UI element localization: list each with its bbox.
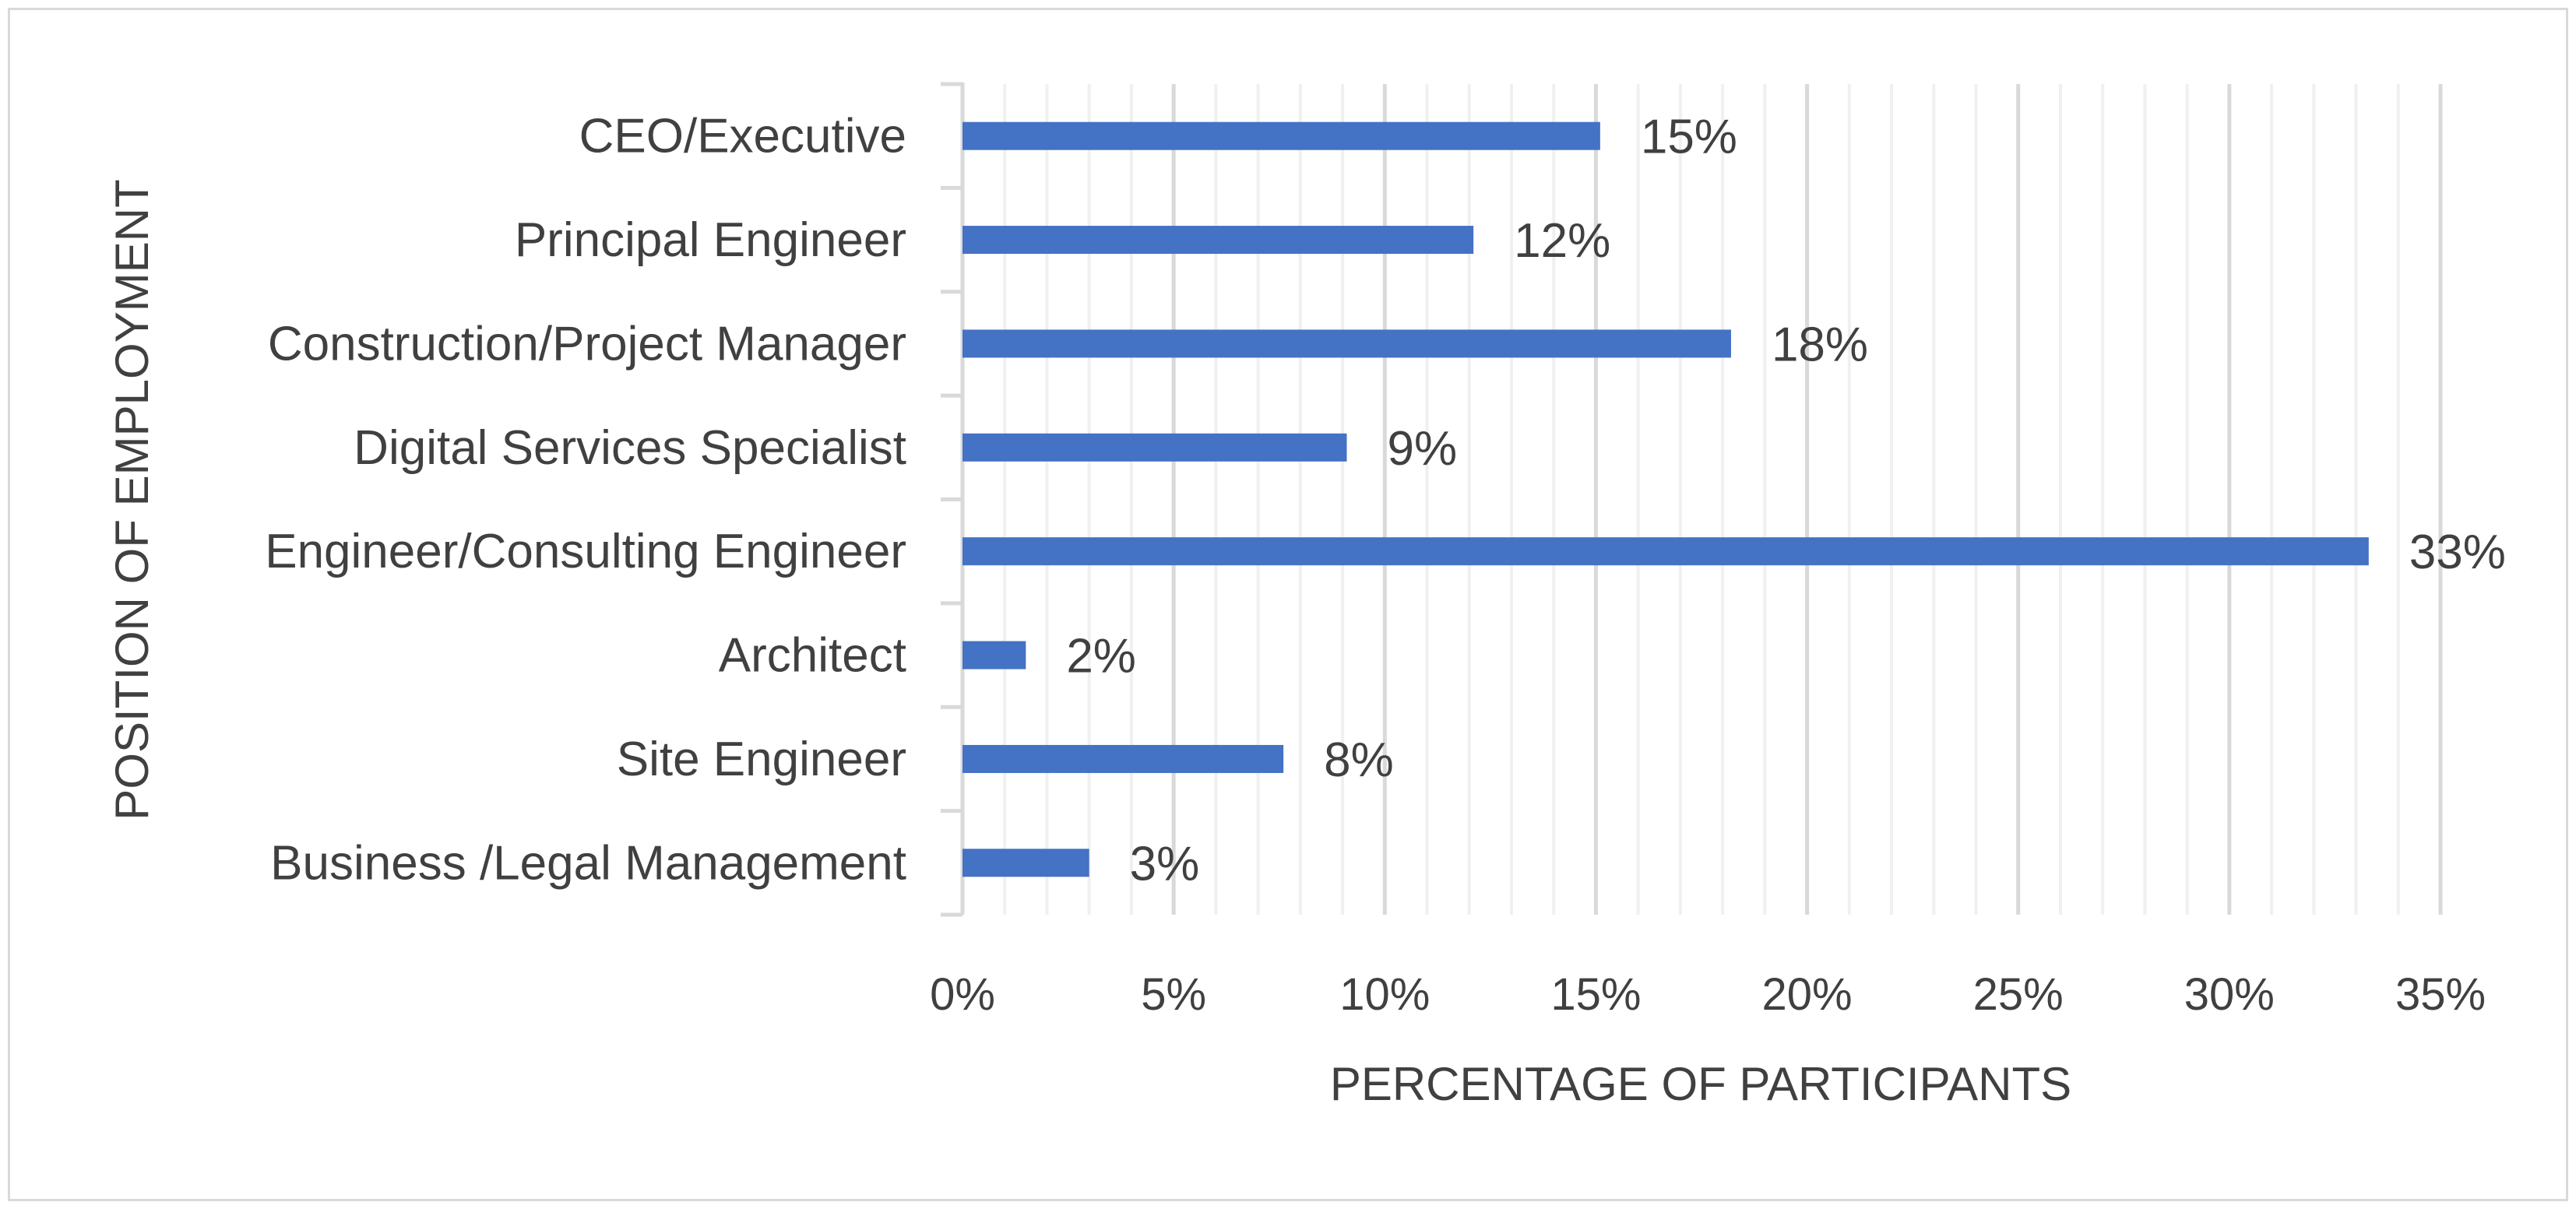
data-labels: 15% 12% 18% 9% 33% 2% 8% 3% <box>1066 111 2506 891</box>
bar <box>962 226 1474 255</box>
data-label: 2% <box>1066 630 1136 684</box>
data-label: 18% <box>1772 318 1868 371</box>
category-labels: CEO/Executive Principal Engineer Construct… <box>265 110 906 891</box>
x-tick-label: 20% <box>1762 969 1853 1020</box>
category-axis <box>941 82 965 917</box>
bar <box>962 641 1026 670</box>
bar <box>962 329 1731 358</box>
category-label: Architect <box>719 629 906 683</box>
bar <box>962 849 1089 877</box>
bar <box>962 121 1600 150</box>
category-label: Engineer/Consulting Engineer <box>265 525 906 578</box>
data-label: 9% <box>1387 422 1457 476</box>
data-label: 3% <box>1130 837 1200 891</box>
category-label: Business /Legal Management <box>270 836 906 890</box>
category-label: Site Engineer <box>617 733 906 786</box>
x-tick-label: 35% <box>2395 969 2486 1020</box>
x-tick-label: 0% <box>930 969 995 1020</box>
chart-frame <box>8 8 2568 1201</box>
data-label: 15% <box>1641 111 1737 164</box>
x-tick-label: 15% <box>1550 969 1641 1020</box>
x-tick-label: 30% <box>2184 969 2275 1020</box>
bars <box>962 121 2369 877</box>
data-label: 8% <box>1324 733 1394 787</box>
minor-gridlines <box>1003 84 2400 915</box>
category-label: Construction/Project Manager <box>268 317 906 371</box>
data-label: 33% <box>2409 525 2506 579</box>
bar <box>962 744 1284 773</box>
x-tick-label: 10% <box>1339 969 1430 1020</box>
x-axis-title: PERCENTAGE OF PARTICIPANTS <box>1330 1058 2071 1110</box>
category-label: CEO/Executive <box>579 110 906 163</box>
category-label: Principal Engineer <box>515 213 906 267</box>
x-tick-label: 25% <box>1973 969 2064 1020</box>
bar <box>962 537 2369 566</box>
x-tick-labels: 0% 5% 10% 15% 20% 25% 30% 35% <box>930 969 2486 1020</box>
data-label: 12% <box>1514 214 1610 268</box>
y-axis-title: POSITION OF EMPLOYMENT <box>106 179 158 820</box>
bar <box>962 433 1347 462</box>
category-label: Digital Services Specialist <box>354 421 906 475</box>
x-tick-label: 5% <box>1141 969 1206 1020</box>
major-gridlines <box>1171 84 2443 915</box>
